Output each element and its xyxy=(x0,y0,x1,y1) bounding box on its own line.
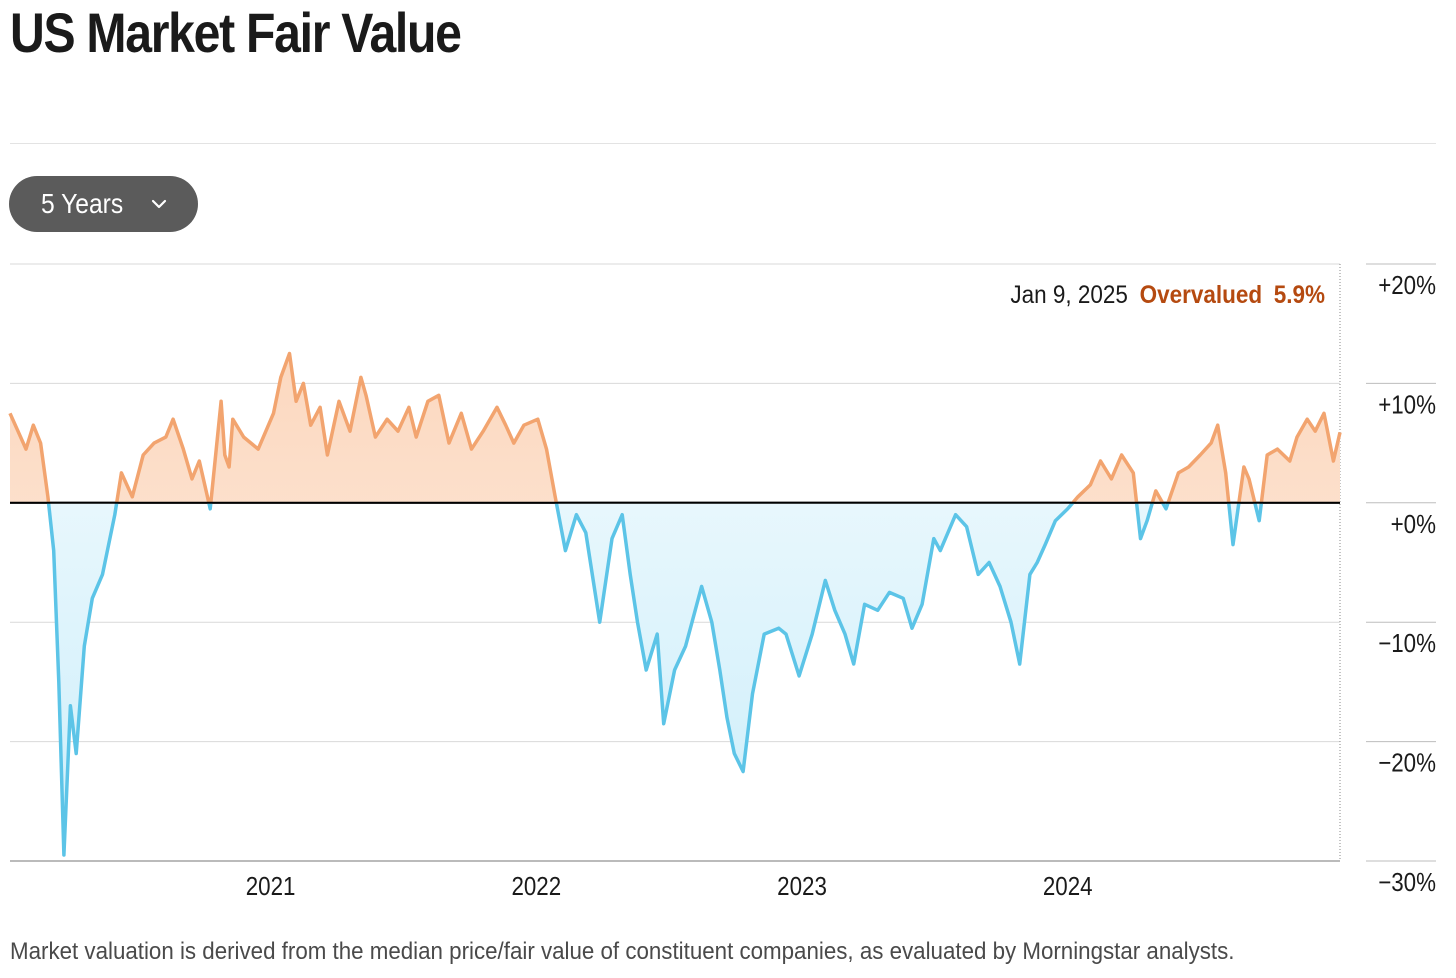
overvalued-area xyxy=(10,353,1340,503)
fair-value-chart: +20% +10% +0% −10% −20% −30% 2021 2022 2023 2024… xyxy=(8,263,1436,901)
time-range-dropdown[interactable]: 5 Years xyxy=(9,176,198,232)
x-tick-label: 2023 xyxy=(777,872,827,901)
chart-areas xyxy=(10,353,1340,855)
x-tick-label: 2021 xyxy=(246,872,296,901)
y-tick-label: +10% xyxy=(1378,391,1436,420)
undervalued-area xyxy=(48,502,1262,855)
page-title: US Market Fair Value xyxy=(10,1,462,64)
y-tick-label: −10% xyxy=(1378,630,1436,659)
chart-lines xyxy=(8,351,1342,857)
annotation-status: Overvalued xyxy=(1140,281,1262,309)
overvalued-line xyxy=(8,351,1342,503)
y-tick-label: +0% xyxy=(1391,510,1436,539)
x-axis: 2021 2022 2023 2024 xyxy=(10,860,1340,901)
time-range-label: 5 Years xyxy=(41,188,124,219)
x-tick-label: 2024 xyxy=(1043,872,1093,901)
header-divider xyxy=(10,143,1436,144)
chevron-down-icon xyxy=(151,199,167,209)
y-tick-label: −20% xyxy=(1378,749,1436,778)
y-axis: +20% +10% +0% −10% −20% −30% xyxy=(1366,263,1436,897)
y-tick-label: −30% xyxy=(1378,868,1436,897)
undervalued-line xyxy=(46,502,1264,857)
annotation-value: 5.9% xyxy=(1274,281,1325,309)
x-tick-label: 2022 xyxy=(511,872,561,901)
chart-caption: Market valuation is derived from the med… xyxy=(10,938,1235,965)
y-tick-label: +20% xyxy=(1378,271,1436,300)
annotation-date: Jan 9, 2025 xyxy=(1010,281,1128,309)
latest-value-annotation: Jan 9, 2025 Overvalued 5.9% xyxy=(1010,281,1325,309)
